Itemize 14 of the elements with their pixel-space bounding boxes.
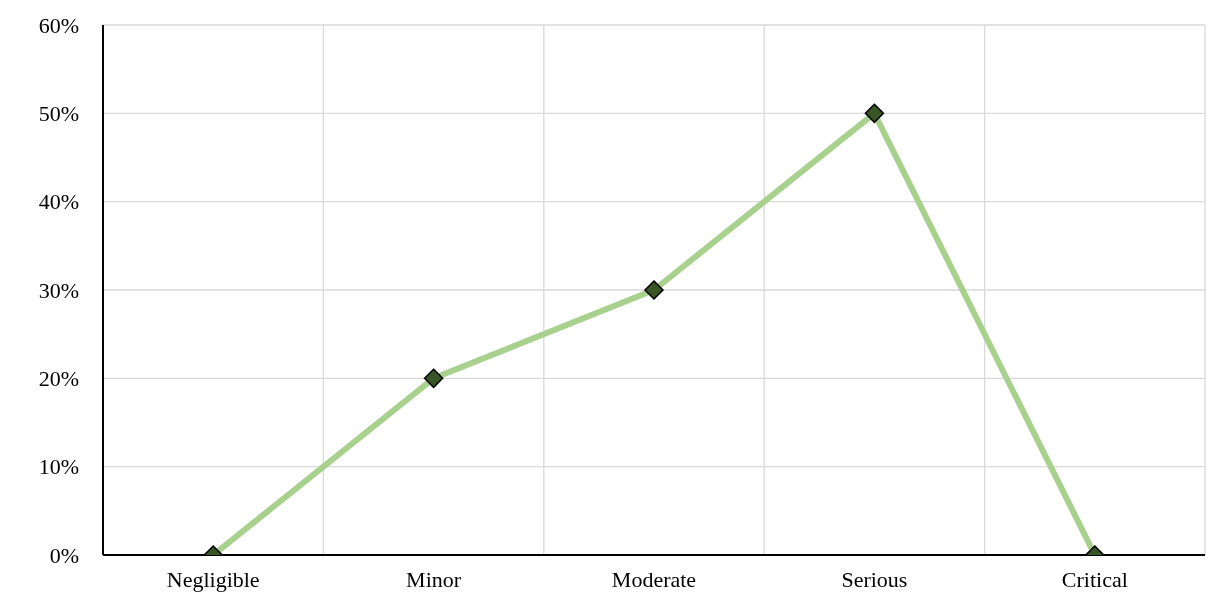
y-tick-label: 60% — [38, 12, 79, 38]
y-tick-label: 40% — [38, 189, 79, 215]
point — [864, 103, 885, 124]
y-tick-label: 30% — [38, 277, 79, 303]
y-tick-label: 0% — [49, 542, 79, 568]
y-tick-label: 20% — [38, 366, 79, 392]
x-tick-label: Serious — [841, 566, 908, 592]
x-tick-label: Moderate — [611, 566, 697, 592]
point — [644, 280, 664, 300]
x-tick-label: Negligible — [166, 566, 260, 592]
x-tick-label: Critical — [1061, 566, 1128, 592]
y-tick-label: 50% — [38, 101, 79, 127]
y-tick-label: 10% — [38, 454, 79, 480]
x-tick-label: Minor — [406, 566, 462, 592]
